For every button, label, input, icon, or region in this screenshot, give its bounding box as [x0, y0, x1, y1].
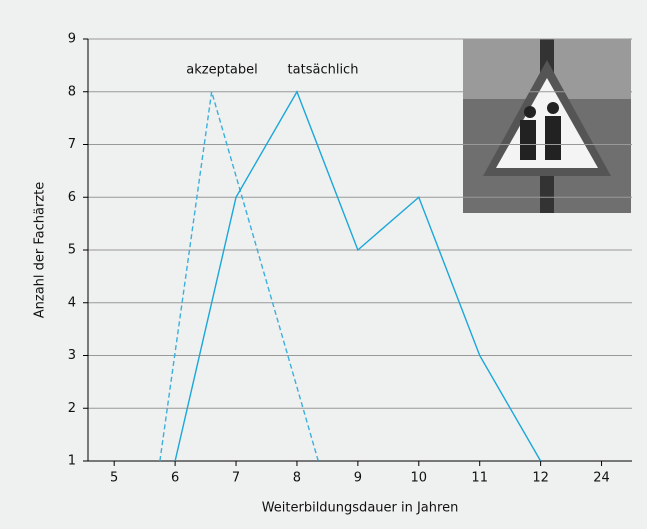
- y-tick-label: 8: [68, 84, 76, 99]
- y-tick-label: 4: [68, 295, 76, 310]
- y-tick-label: 6: [68, 190, 76, 205]
- chart: Anzahl der Fachärzte Weiterbildungsdauer…: [0, 0, 647, 529]
- x-tick-label: 10: [411, 471, 428, 486]
- y-tick-label: 7: [68, 137, 76, 152]
- y-tick-label: 2: [68, 401, 76, 416]
- y-tick-label: 9: [68, 32, 76, 47]
- photo: [463, 39, 631, 213]
- x-tick-label: 11: [471, 471, 488, 486]
- page: {"chart_data": {"type": "line", "x_label…: [0, 0, 647, 529]
- x-tick-label: 5: [110, 471, 118, 486]
- y-tick-label: 1: [68, 454, 76, 469]
- x-tick-label: 12: [532, 471, 549, 486]
- y-tick-label: 5: [68, 243, 76, 258]
- x-axis-title: Weiterbildungsdauer in Jahren: [262, 501, 459, 516]
- y-tick-label: 3: [68, 348, 76, 363]
- series-label: akzeptabel: [186, 63, 258, 78]
- y-axis-title: Anzahl der Fachärzte: [33, 182, 48, 319]
- x-tick-label: 7: [232, 471, 240, 486]
- x-tick-label: 6: [171, 471, 179, 486]
- series-label: tatsächlich: [288, 63, 359, 78]
- x-tick-label: 8: [293, 471, 301, 486]
- x-tick-label: 24: [593, 471, 610, 486]
- x-tick-label: 9: [354, 471, 362, 486]
